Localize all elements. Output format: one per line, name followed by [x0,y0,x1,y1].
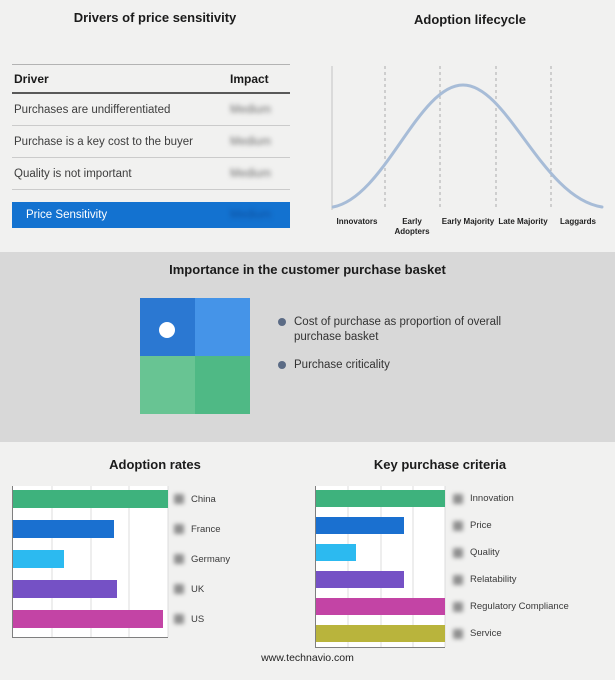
gridline [90,486,91,637]
position-dot [159,322,175,338]
drivers-panel-title: Drivers of price sensitivity [73,10,237,25]
category-label: US [191,613,205,625]
gridline [412,486,414,647]
purchase-basket-band [0,252,615,442]
legend-item: Cost of purchase as proportion of overal… [278,315,503,345]
lifecycle-stage-label: Late Majority [498,217,548,226]
blurred-flag-icon [453,547,463,558]
category-label: Price [470,520,492,531]
legend-bullet-icon [278,318,286,326]
impact-cell-blurred: Medium [230,103,271,116]
category-label: Regulatory Compliance [470,601,569,612]
gridline [167,486,169,637]
lifecycle-stage-label: Innovators [336,217,378,226]
gridline [128,486,130,637]
category-label: Germany [191,553,231,565]
driver-cell: Quality is not important [14,167,132,180]
bar-us [13,610,164,628]
chart-label-row: Regulatory Compliance [453,598,569,615]
lifecycle-stage-label: Early Majority [441,217,495,226]
key-purchase-criteria-chart [315,486,446,648]
matrix-quadrant-top-right [195,298,250,356]
bell-curve [331,83,604,209]
bar-service [316,625,445,642]
blurred-flag-icon [453,601,463,612]
blurred-flag-icon [174,554,184,564]
chart-label-row: Relatability [453,571,516,588]
matrix-quadrant-bottom-right [195,356,250,414]
blurred-flag-icon [453,574,463,585]
bar-price [316,517,404,534]
category-label: Relatability [470,574,517,585]
basket-panel-title: Importance in the customer purchase bask… [169,262,446,277]
driver-cell: Purchases are undifferentiated [14,103,171,116]
bar-germany [13,550,65,568]
category-label: Innovation [470,493,514,504]
table-row: Quality is not important Medium [12,158,290,190]
driver-column-header: Driver [14,71,49,86]
blurred-flag-icon [453,493,463,504]
impact-cell-blurred: Medium [230,209,271,221]
blurred-flag-icon [174,614,184,624]
legend-item: Purchase criticality [278,358,503,373]
adoption-rates-labels: China France Germany UK US [174,486,304,638]
table-row: Purchases are undifferentiated Medium [12,94,290,126]
chart-label-row: Quality [453,544,500,561]
chart-label-row: Germany [174,550,230,568]
bar-france [13,520,114,538]
impact-cell-blurred: Medium [230,167,271,180]
chart-label-row: Innovation [453,490,514,507]
matrix-quadrant-top-left [140,298,195,356]
bar-innovation [316,490,445,507]
driver-cell: Purchase is a key cost to the buyer [14,135,193,148]
blurred-flag-icon [453,628,463,639]
bar-uk [13,580,117,598]
adoption-rates-title: Adoption rates [109,457,201,472]
legend-bullet-icon [278,360,286,369]
bar-regulatory-compliance [316,598,445,615]
adoption-rates-chart [12,486,169,638]
blurred-flag-icon [453,520,463,531]
gridline [347,486,349,647]
drivers-table: Driver Impact Purchases are undifferenti… [12,64,290,190]
lifecycle-panel-title: Adoption lifecycle [414,12,526,27]
key-purchase-criteria-labels: Innovation Price Quality Relatability Regula… [453,486,613,648]
category-label: UK [191,583,205,595]
bar-quality [316,544,356,561]
matrix-quadrant-bottom-left [140,356,195,414]
bar-relatability [316,571,404,588]
chart-label-row: France [174,520,221,538]
blurred-flag-icon [174,524,184,534]
chart-label-row: UK [174,580,204,598]
purchase-basket-matrix [140,298,250,414]
footer-url: www.technavio.com [261,652,354,664]
basket-legend: Cost of purchase as proportion of overal… [278,315,503,386]
category-label: Service [470,628,502,639]
blurred-flag-icon [174,494,184,504]
lifecycle-stage-label: Early Adopters [394,217,430,236]
blurred-flag-icon [174,584,184,594]
chart-label-row: Price [453,517,492,534]
table-row: Purchase is a key cost to the buyer Medi… [12,126,290,158]
gridline [444,486,446,647]
impact-column-header: Impact [230,71,269,86]
drivers-table-header: Driver Impact [12,64,290,94]
chart-label-row: US [174,610,204,628]
impact-cell-blurred: Medium [230,135,271,148]
gridline [380,486,381,647]
chart-label-row: China [174,490,216,508]
price-sensitivity-label: Price Sensitivity [26,209,108,221]
lifecycle-stage-label: Laggards [559,217,596,226]
category-label: Quality [470,547,500,558]
price-sensitivity-row: Price Sensitivity Medium [12,202,290,228]
bar-china [13,490,168,508]
adoption-lifecycle-chart [331,66,604,210]
category-label: China [191,493,216,505]
legend-text: Purchase criticality [294,358,390,371]
chart-label-row: Service [453,625,502,642]
legend-text: Cost of purchase as proportion of overal… [294,316,502,343]
key-purchase-criteria-title: Key purchase criteria [373,457,507,472]
category-label: France [191,523,221,535]
